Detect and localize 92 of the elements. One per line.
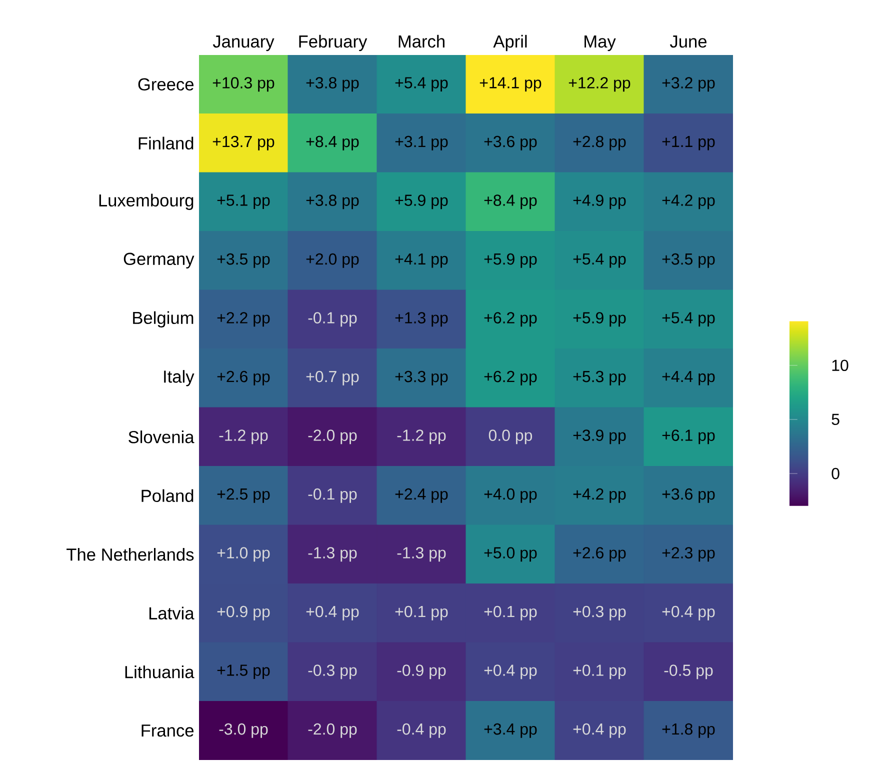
data-label: -0.1 pp — [308, 312, 357, 327]
data-label: -0.1 pp — [308, 488, 357, 503]
data-label: +0.1 pp — [573, 664, 626, 680]
data-label: +3.2 pp — [662, 77, 715, 92]
x-tick-label: February — [299, 34, 368, 52]
data-label: +1.1 pp — [662, 136, 715, 150]
data-label: +3.8 pp — [306, 194, 359, 210]
data-label: -0.9 pp — [397, 664, 446, 680]
data-label: +1.5 pp — [217, 664, 270, 680]
y-tick-label: Finland — [138, 136, 194, 150]
data-label: +3.1 pp — [395, 136, 448, 150]
data-label: -2.0 pp — [308, 723, 357, 738]
data-label: +0.1 pp — [484, 606, 537, 620]
data-label: +5.4 pp — [662, 312, 715, 327]
data-label: -1.3 pp — [397, 547, 446, 562]
data-label: +3.5 pp — [217, 253, 270, 268]
x-tick-label: May — [584, 36, 616, 52]
y-tick-label: France — [142, 724, 194, 737]
data-label: +3.5 pp — [662, 253, 715, 268]
data-label: +1.0 pp — [217, 547, 270, 562]
data-label: +5.4 pp — [395, 77, 448, 92]
data-label: +0.4 pp — [573, 723, 626, 738]
data-label: -0.5 pp — [664, 664, 713, 680]
data-label: +5.3 pp — [573, 370, 626, 386]
data-label: +2.6 pp — [217, 370, 270, 386]
data-label: +6.1 pp — [662, 430, 715, 444]
data-label: -1.2 pp — [397, 430, 446, 444]
y-tick-label: Slovenia — [128, 430, 194, 444]
data-label: +3.6 pp — [484, 136, 537, 150]
data-label: +0.4 pp — [306, 606, 359, 620]
y-tick-label: Greece — [138, 78, 194, 91]
data-label: -2.0 pp — [308, 430, 357, 444]
data-label: +4.4 pp — [662, 370, 715, 386]
x-tick-label: April — [493, 34, 527, 52]
data-label: -3.0 pp — [219, 723, 268, 738]
data-label: +8.4 pp — [484, 194, 537, 210]
data-label: +5.9 pp — [395, 194, 448, 210]
color-bar-label: 0 — [832, 468, 840, 480]
data-label: +0.4 pp — [484, 664, 537, 680]
data-label: +1.3 pp — [395, 312, 448, 327]
color-bar-label: 5 — [832, 414, 840, 426]
data-label: +13.7 pp — [212, 136, 274, 150]
data-label: +4.2 pp — [573, 488, 626, 503]
data-label: +1.8 pp — [662, 723, 715, 738]
y-tick-label: Luxembourg — [99, 194, 194, 210]
y-tick-label: Germany — [124, 252, 194, 268]
x-tick-label: March — [398, 34, 444, 48]
data-label: +14.1 pp — [480, 77, 542, 92]
data-label: +4.0 pp — [484, 488, 537, 503]
data-label: +5.0 pp — [484, 547, 537, 562]
data-label: +3.8 pp — [306, 77, 359, 92]
data-label: +0.9 pp — [217, 606, 270, 620]
data-label: +6.2 pp — [484, 370, 537, 386]
data-label: +0.3 pp — [573, 606, 626, 620]
data-label: +3.3 pp — [395, 370, 448, 386]
y-tick-label: Belgium — [133, 311, 194, 328]
x-tick-label: January — [212, 36, 274, 52]
data-label: +0.1 pp — [395, 606, 448, 620]
data-label: +2.2 pp — [217, 312, 270, 327]
data-label: -1.3 pp — [308, 547, 357, 562]
data-label: +2.3 pp — [662, 547, 715, 562]
data-label: +2.4 pp — [395, 488, 448, 503]
data-label: +5.9 pp — [484, 253, 537, 268]
data-label: -0.3 pp — [308, 664, 357, 680]
data-label: +3.9 pp — [573, 430, 626, 444]
data-label: +3.4 pp — [484, 723, 537, 738]
data-label: +10.3 pp — [212, 77, 274, 92]
data-label: +2.6 pp — [573, 547, 626, 562]
data-label: +12.2 pp — [568, 77, 630, 92]
data-label: -0.4 pp — [397, 723, 446, 738]
data-label: +2.5 pp — [217, 488, 270, 503]
data-label: +4.2 pp — [662, 194, 715, 210]
data-label: 0.0 pp — [488, 430, 532, 444]
data-label: -1.2 pp — [219, 430, 268, 444]
y-tick-label: Poland — [142, 489, 194, 502]
data-label: +0.7 pp — [306, 370, 359, 386]
data-label: +4.9 pp — [573, 194, 626, 210]
data-label: +0.4 pp — [662, 606, 715, 620]
y-tick-label: The Netherlands — [66, 548, 194, 561]
data-label: +6.2 pp — [484, 312, 537, 327]
data-label: +5.1 pp — [217, 194, 270, 210]
data-label: +8.4 pp — [306, 136, 359, 150]
x-tick-label: June — [670, 36, 707, 48]
data-label: +2.0 pp — [306, 253, 359, 268]
data-label: +5.9 pp — [573, 312, 626, 327]
color-bar-label: 10 — [832, 360, 848, 372]
data-label: +4.1 pp — [395, 253, 448, 268]
data-label: +2.8 pp — [573, 136, 626, 150]
y-tick-label: Lithuania — [125, 666, 194, 678]
y-tick-label: Latvia — [149, 606, 194, 620]
data-label: +5.4 pp — [573, 253, 626, 268]
y-tick-label: Italy — [164, 370, 194, 386]
